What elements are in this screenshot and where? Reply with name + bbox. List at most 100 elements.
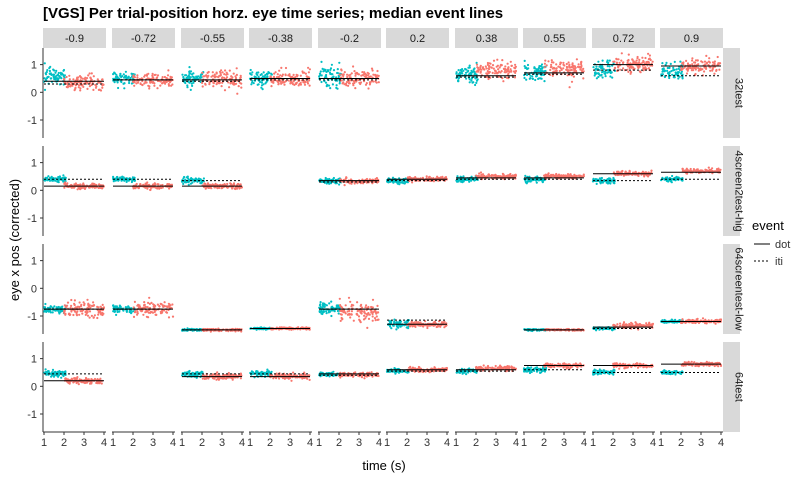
iti-point bbox=[595, 65, 598, 68]
dot-point bbox=[159, 302, 162, 305]
iti-point bbox=[125, 180, 128, 183]
facet-panel bbox=[455, 171, 518, 184]
dot-point bbox=[89, 306, 92, 309]
dot-point bbox=[346, 75, 349, 79]
iti-point bbox=[337, 75, 340, 78]
dot-point bbox=[204, 83, 207, 86]
dot-point bbox=[166, 77, 169, 80]
column-strip-label: 0.72 bbox=[613, 33, 634, 45]
iti-point bbox=[462, 69, 465, 72]
dot-point bbox=[133, 84, 136, 87]
iti-point bbox=[604, 70, 607, 73]
dot-point bbox=[69, 85, 72, 88]
iti-point bbox=[329, 68, 332, 71]
iti-point bbox=[604, 75, 607, 78]
x-tick-label: 1 bbox=[110, 437, 116, 449]
iti-point bbox=[200, 179, 203, 182]
column-strip-label: -0.72 bbox=[131, 33, 156, 45]
iti-point bbox=[465, 77, 468, 80]
dot-point bbox=[503, 71, 506, 74]
column-strip-label: -0.55 bbox=[200, 33, 225, 45]
dot-point bbox=[161, 183, 164, 187]
dot-point bbox=[97, 88, 100, 91]
dot-point bbox=[143, 82, 146, 85]
dot-point bbox=[550, 65, 553, 68]
row-strip bbox=[723, 146, 740, 236]
dot-point bbox=[201, 85, 204, 88]
dot-point bbox=[212, 81, 215, 84]
dot-point bbox=[544, 59, 547, 62]
dot-point bbox=[495, 71, 498, 74]
iti-point bbox=[458, 75, 461, 79]
dot-point bbox=[279, 74, 282, 77]
iti-point bbox=[338, 183, 341, 186]
dot-point bbox=[650, 324, 653, 327]
dot-point bbox=[301, 70, 304, 73]
dot-point bbox=[475, 63, 479, 66]
dot-point bbox=[63, 186, 66, 189]
facet-panel bbox=[181, 327, 243, 333]
dot-point bbox=[638, 58, 641, 62]
dot-point bbox=[707, 166, 710, 169]
iti-point bbox=[399, 325, 402, 328]
dot-point bbox=[370, 309, 373, 312]
dot-point bbox=[486, 61, 489, 65]
iti-point bbox=[457, 179, 460, 182]
dot-point bbox=[370, 80, 373, 83]
dot-point bbox=[139, 306, 142, 309]
iti-point bbox=[672, 69, 675, 72]
dot-point bbox=[201, 71, 204, 74]
dot-point bbox=[220, 77, 223, 80]
dot-point bbox=[718, 68, 721, 71]
iti-point bbox=[120, 80, 123, 84]
iti-point bbox=[43, 88, 47, 91]
row-strip bbox=[723, 342, 740, 432]
dot-point bbox=[345, 80, 349, 84]
dot-point bbox=[627, 70, 630, 73]
iti-point bbox=[661, 176, 664, 179]
dot-point bbox=[308, 84, 311, 87]
iti-point bbox=[324, 81, 328, 84]
dot-point bbox=[307, 66, 310, 69]
iti-point bbox=[536, 68, 539, 71]
x-tick-label: 3 bbox=[630, 437, 636, 449]
dot-point bbox=[81, 312, 84, 315]
iti-point bbox=[595, 182, 598, 185]
iti-point bbox=[129, 76, 132, 80]
dot-point bbox=[133, 186, 136, 189]
dot-point bbox=[486, 63, 489, 66]
dot-point bbox=[550, 59, 553, 62]
iti-point bbox=[679, 72, 683, 75]
dot-point bbox=[612, 324, 616, 327]
dot-point bbox=[492, 67, 495, 70]
column-strip bbox=[523, 28, 586, 48]
dot-point bbox=[213, 73, 216, 76]
x-tick-label: 4 bbox=[170, 437, 176, 449]
facet-panel bbox=[112, 69, 174, 90]
dot-point bbox=[220, 187, 223, 190]
dot-point bbox=[349, 300, 352, 303]
dot-point bbox=[133, 76, 136, 79]
x-tick-label: 4 bbox=[101, 437, 107, 449]
dot-point bbox=[701, 61, 704, 64]
dot-point bbox=[491, 64, 495, 67]
dot-point bbox=[348, 76, 351, 79]
iti-point bbox=[322, 310, 325, 313]
dot-point bbox=[641, 64, 645, 67]
iti-point bbox=[601, 59, 604, 62]
dot-point bbox=[713, 60, 717, 63]
iti-point bbox=[250, 73, 253, 76]
dot-point bbox=[63, 304, 66, 307]
iti-point bbox=[182, 182, 185, 185]
dot-point bbox=[509, 60, 512, 63]
dot-point bbox=[376, 69, 379, 73]
iti-point bbox=[470, 69, 473, 72]
iti-point bbox=[260, 81, 263, 84]
dot-point bbox=[343, 71, 346, 74]
dot-point bbox=[552, 67, 555, 70]
iti-point bbox=[669, 62, 672, 65]
iti-point bbox=[187, 183, 190, 186]
x-tick-label: 3 bbox=[356, 437, 362, 449]
dot-point bbox=[141, 79, 144, 83]
dot-point bbox=[167, 69, 170, 72]
